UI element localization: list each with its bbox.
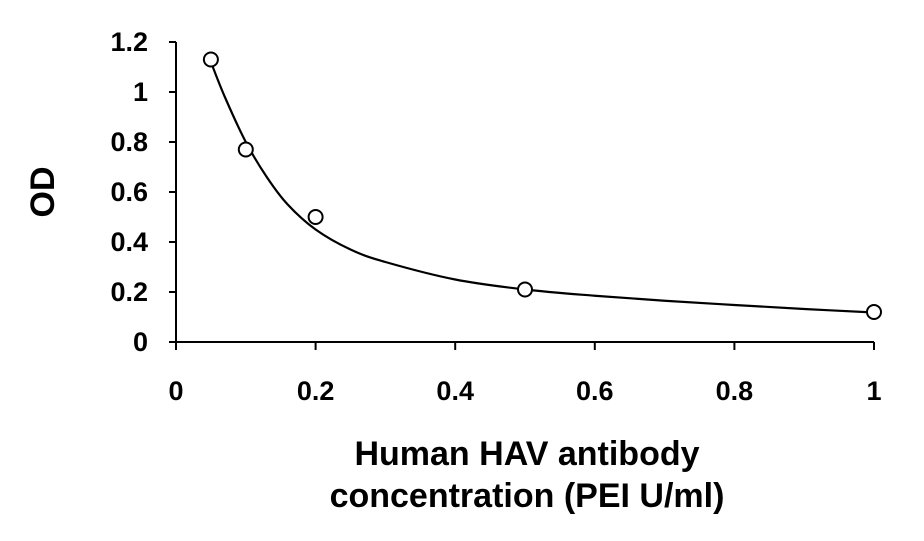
ticks xyxy=(169,41,875,350)
y-tick-label: 1.2 xyxy=(110,27,148,57)
x-axis-title-line-1: Human HAV antibody xyxy=(354,435,699,473)
x-tick-label: 1 xyxy=(866,376,881,406)
fit-curve xyxy=(209,61,875,314)
data-point xyxy=(202,51,219,68)
y-axis-title: OD xyxy=(24,167,62,218)
x-tick-label: 0 xyxy=(168,376,183,406)
y-tick-label: 0.6 xyxy=(110,177,148,207)
x-tick-label: 0.6 xyxy=(576,376,614,406)
x-axis-title-line-2: concentration (PEI U/ml) xyxy=(330,477,725,515)
y-tick-label: 0 xyxy=(133,327,148,357)
y-tick-label: 1 xyxy=(133,77,148,107)
tick-labels: 0 0.2 0.4 0.6 0.8 1 1.2 0 0.2 0.4 0.6 0.8 1 xyxy=(110,27,881,406)
y-tick-label: 0.2 xyxy=(110,277,148,307)
data-point xyxy=(307,209,324,225)
data-point xyxy=(866,304,882,320)
y-tick-label: 0.8 xyxy=(110,127,148,157)
data-point xyxy=(237,141,254,158)
data-point xyxy=(517,281,533,298)
x-tick-label: 0.8 xyxy=(716,376,754,406)
x-tick-label: 0.2 xyxy=(297,376,335,406)
x-tick-label: 0.4 xyxy=(436,376,474,406)
data-points xyxy=(202,51,882,320)
y-tick-label: 0.4 xyxy=(110,227,148,257)
